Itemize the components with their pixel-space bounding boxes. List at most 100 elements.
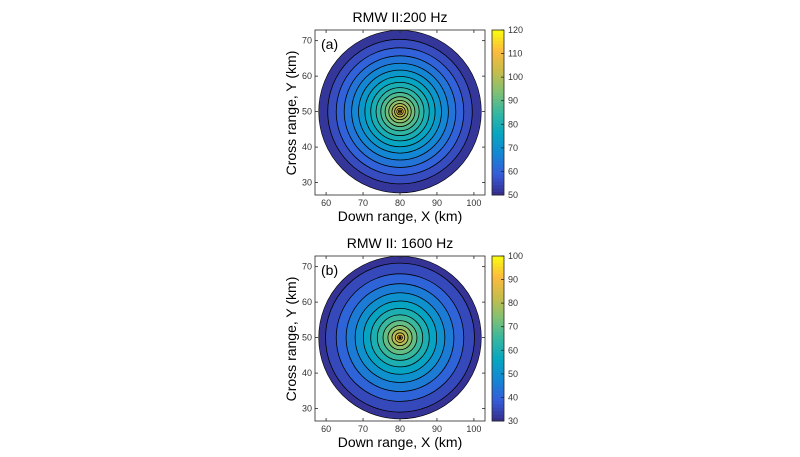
- colorbar-segment: [492, 407, 504, 412]
- colorbar-segment: [492, 122, 504, 127]
- colorbar-tick-label: 50: [508, 190, 518, 200]
- colorbar-segment: [492, 297, 504, 302]
- colorbar-segment: [492, 256, 504, 260]
- colorbar-segment: [492, 43, 504, 48]
- colorbar-segment: [492, 311, 504, 315]
- colorbar-segment: [492, 98, 504, 103]
- y-tick-label: 30: [302, 178, 312, 188]
- colorbar-segment: [492, 112, 504, 117]
- x-tick-label: 90: [432, 198, 442, 208]
- colorbar-segment: [492, 317, 504, 322]
- colorbar-tick-label: 30: [508, 416, 518, 426]
- colorbar-segment: [492, 170, 504, 175]
- colorbar-segment: [492, 105, 504, 110]
- colorbar-tick-label: 40: [508, 392, 518, 402]
- y-axis-label: Cross range, Y (km): [283, 51, 299, 176]
- colorbar-segment: [492, 115, 504, 120]
- colorbar-tick-label: 100: [508, 72, 523, 82]
- colorbar-segment: [492, 417, 504, 422]
- colorbar-segment: [492, 153, 504, 158]
- colorbar-segment: [492, 146, 504, 151]
- colorbar-segment: [492, 136, 504, 141]
- colorbar-segment: [492, 338, 504, 343]
- colorbar-segment: [492, 33, 504, 38]
- colorbar-segment: [492, 181, 504, 186]
- y-tick-label: 60: [302, 297, 312, 307]
- colorbar-segment: [492, 293, 504, 298]
- colorbar-segment: [492, 143, 504, 148]
- colorbar-segment: [492, 167, 504, 172]
- colorbar-segment: [492, 300, 504, 305]
- colorbar-segment: [492, 359, 504, 364]
- x-tick-label: 100: [466, 424, 481, 434]
- colorbar-tick-label: 90: [508, 96, 518, 106]
- colorbar-segment: [492, 57, 504, 62]
- colorbar-segment: [492, 390, 504, 394]
- colorbar-segment: [492, 102, 504, 107]
- colorbar-segment: [492, 140, 504, 144]
- colorbar-segment: [492, 348, 504, 353]
- colorbar-segment: [492, 30, 504, 34]
- colorbar-tick-label: 60: [508, 345, 518, 355]
- colorbar-segment: [492, 191, 504, 196]
- y-tick-label: 70: [302, 262, 312, 272]
- panel-a: 60 70 80 90 100 30 40 50 60 70 50 60 70 80 90 100 110 120…: [283, 9, 523, 224]
- colorbar-tick-label: 60: [508, 166, 518, 176]
- colorbar-segment: [492, 47, 504, 52]
- colorbar-segment: [492, 355, 504, 360]
- colorbar-segment: [492, 119, 504, 124]
- contour-band: [399, 336, 401, 339]
- colorbar-segment: [492, 403, 504, 408]
- colorbar-segment: [492, 400, 504, 405]
- panel-label: (a): [321, 36, 338, 52]
- colorbar-segment: [492, 133, 504, 138]
- colorbar-segment: [492, 366, 504, 370]
- colorbar-segment: [492, 283, 504, 288]
- colorbar-segment: [492, 129, 504, 134]
- colorbar-segment: [492, 386, 504, 391]
- colorbar-segment: [492, 40, 504, 45]
- colorbar-segment: [492, 273, 504, 278]
- x-tick-label: 70: [358, 198, 368, 208]
- colorbar-segment: [492, 184, 504, 189]
- colorbar-frame: [491, 255, 505, 422]
- colorbar-segment: [492, 321, 504, 326]
- colorbar-segment: [492, 341, 504, 346]
- colorbar-segment: [492, 95, 504, 100]
- colorbar-segment: [492, 376, 504, 381]
- colorbar-segment: [492, 164, 504, 168]
- y-tick-label: 70: [302, 36, 312, 46]
- x-axis-label: Down range, X (km): [338, 434, 462, 450]
- colorbar-segment: [492, 67, 504, 72]
- colorbar-tick-label: 120: [508, 25, 523, 35]
- panel-label: (b): [321, 262, 338, 278]
- colorbar-segment: [492, 64, 504, 69]
- colorbar-tick-label: 80: [508, 298, 518, 308]
- colorbar-segment: [492, 304, 504, 309]
- colorbar-segment: [492, 157, 504, 162]
- colorbar-segment: [492, 259, 504, 264]
- colorbar-segment: [492, 177, 504, 182]
- colorbar-segment: [492, 188, 504, 193]
- colorbar-segment: [492, 81, 504, 86]
- colorbar-tick-label: 70: [508, 143, 518, 153]
- colorbar-segment: [492, 74, 504, 79]
- colorbar-segment: [492, 379, 504, 384]
- colorbar-segment: [492, 91, 504, 96]
- colorbar-segment: [492, 324, 504, 329]
- colorbar-segment: [492, 276, 504, 281]
- y-tick-label: 50: [302, 107, 312, 117]
- colorbar-segment: [492, 150, 504, 155]
- colorbar-segment: [492, 126, 504, 131]
- colorbar-segment: [492, 362, 504, 367]
- colorbar-segment: [492, 269, 504, 274]
- x-tick-label: 80: [395, 198, 405, 208]
- colorbar-segment: [492, 383, 504, 388]
- colorbar-segment: [492, 60, 504, 65]
- colorbar-tick-label: 80: [508, 119, 518, 129]
- colorbar-segment: [492, 393, 504, 398]
- colorbar-segment: [492, 372, 504, 377]
- colorbar-segment: [492, 78, 504, 83]
- colorbar-segment: [492, 414, 504, 419]
